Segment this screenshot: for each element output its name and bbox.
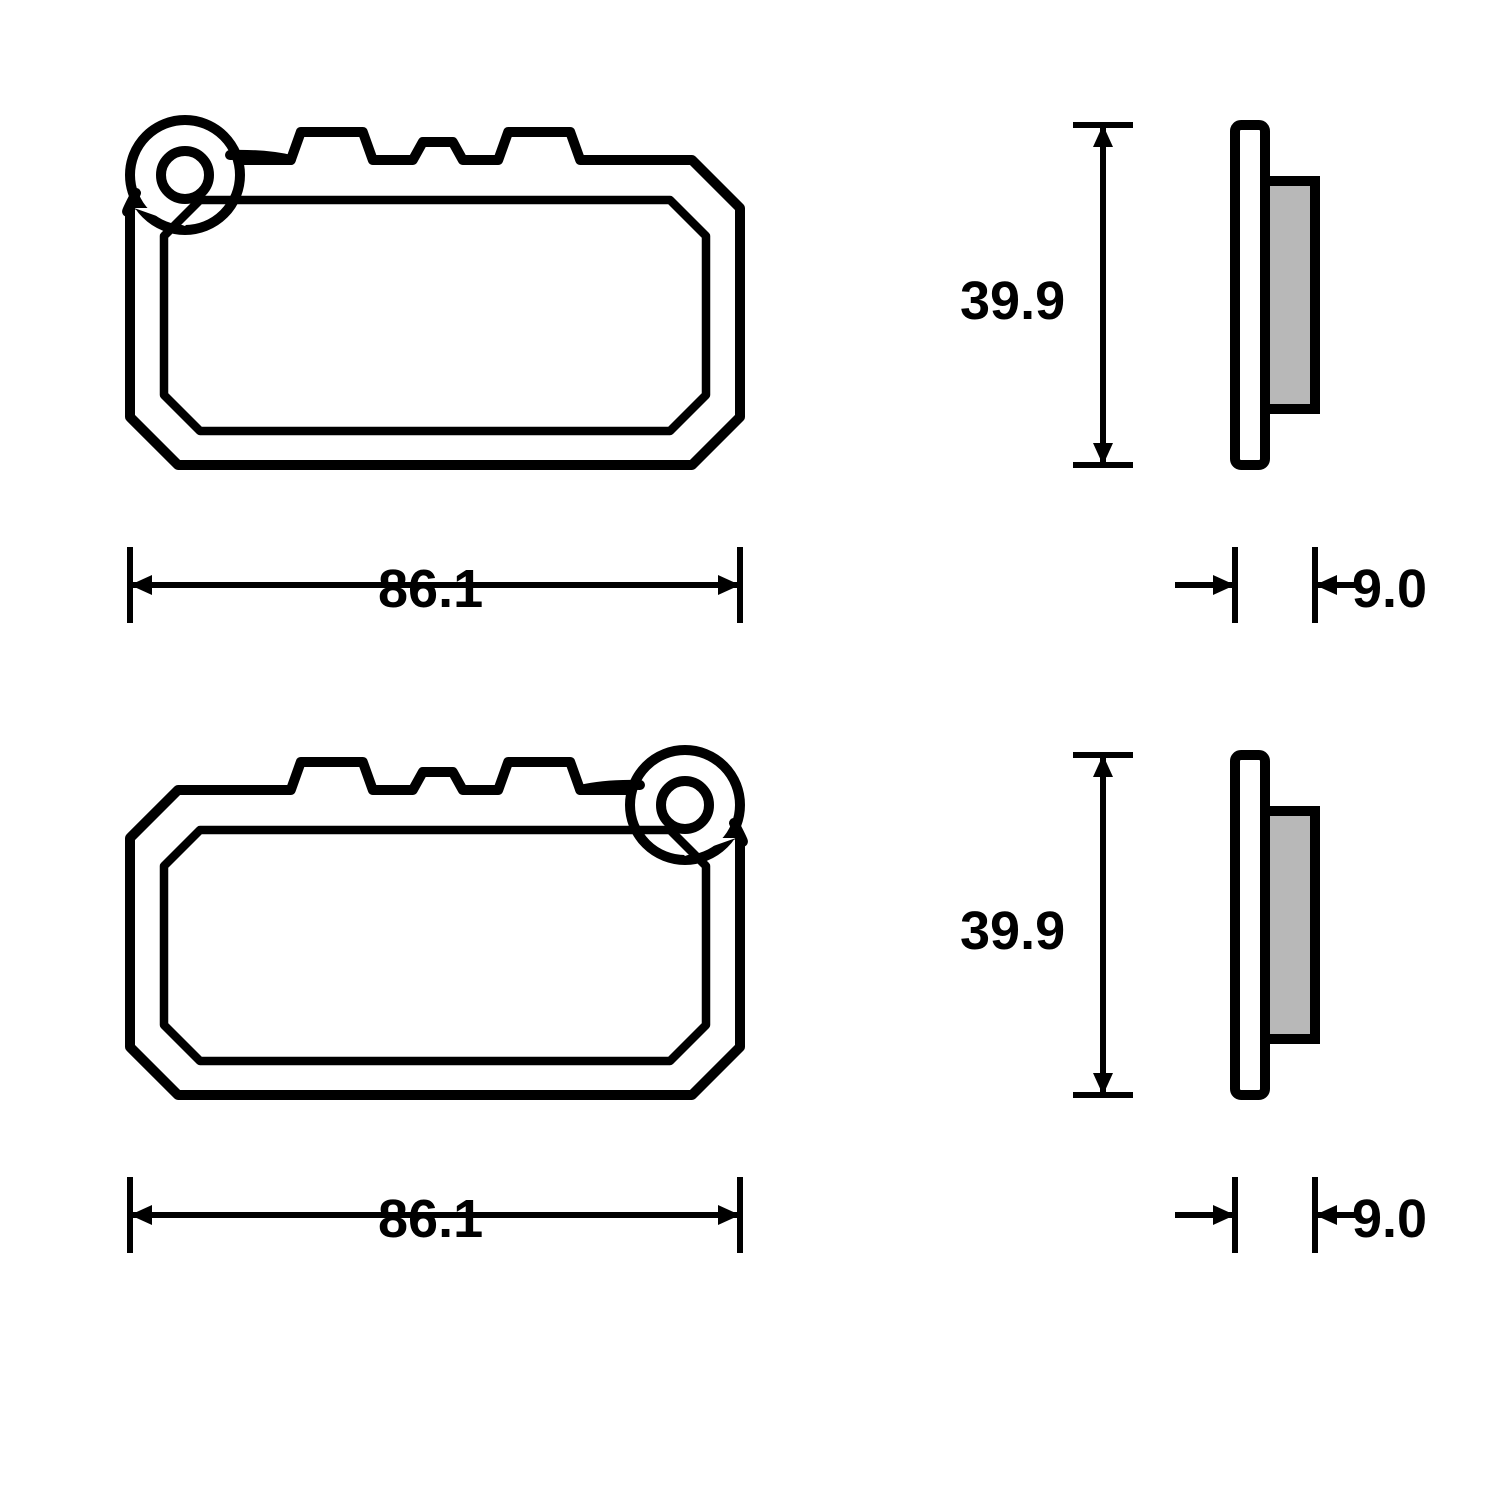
- dim-top-thick-label: 9.0: [1352, 558, 1427, 620]
- dim-bot-height-label: 39.9: [960, 900, 1065, 962]
- dim-bot-width-label: 86.1: [378, 1188, 483, 1250]
- dim-bot-thick-label: 9.0: [1352, 1188, 1427, 1250]
- dim-top-height-label: 39.9: [960, 270, 1065, 332]
- technical-drawing: [0, 0, 1500, 1500]
- dim-top-width-label: 86.1: [378, 558, 483, 620]
